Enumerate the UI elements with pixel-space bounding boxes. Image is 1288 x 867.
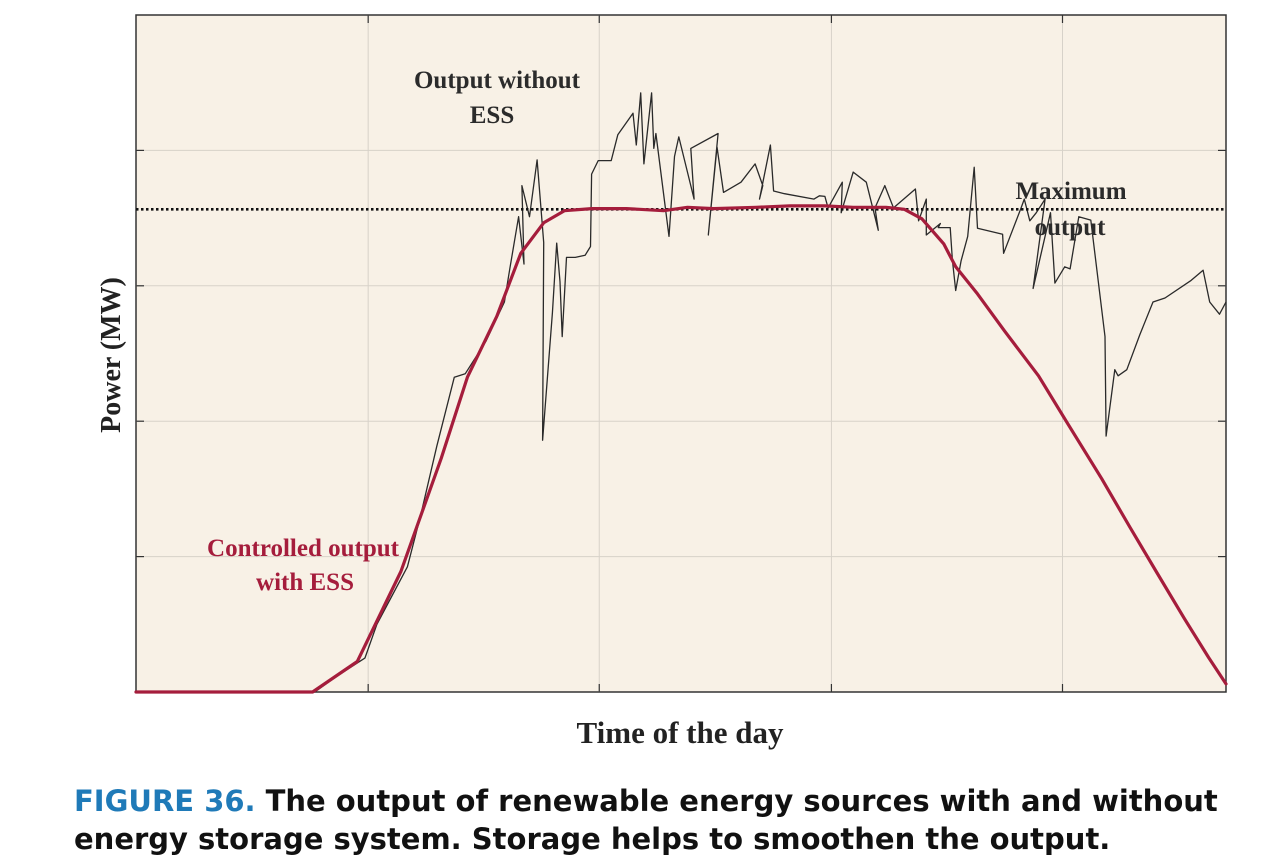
line-chart: Output without ESS Maximum output Contro…	[96, 14, 1228, 750]
y-axis-label: Power (MW)	[96, 277, 127, 433]
x-axis-label: Time of the day	[577, 715, 784, 750]
annotation-controlled-output-line1: Controlled output	[207, 535, 400, 562]
figure-caption: FIGURE 36. The output of renewable energy…	[74, 782, 1254, 858]
grid-lines	[136, 15, 1226, 692]
figure-label: FIGURE 36.	[74, 784, 256, 818]
annotation-output-without-ess-line1: Output without	[414, 67, 581, 94]
annotation-maximum-output-line2: output	[1035, 214, 1107, 241]
plot-area	[135, 14, 1227, 693]
axis-ticks	[136, 15, 1226, 692]
annotation-controlled-output-line2: with ESS	[256, 569, 354, 596]
annotation-maximum-output-line1: Maximum	[1015, 178, 1126, 205]
caption-text: The output of renewable energy sources w…	[74, 784, 1218, 856]
series-controlled-output-with-ess	[134, 204, 1228, 694]
annotation-output-without-ess-line2: ESS	[470, 102, 514, 129]
series-layer	[134, 92, 1228, 694]
series-output-without-ess	[136, 92, 1227, 693]
